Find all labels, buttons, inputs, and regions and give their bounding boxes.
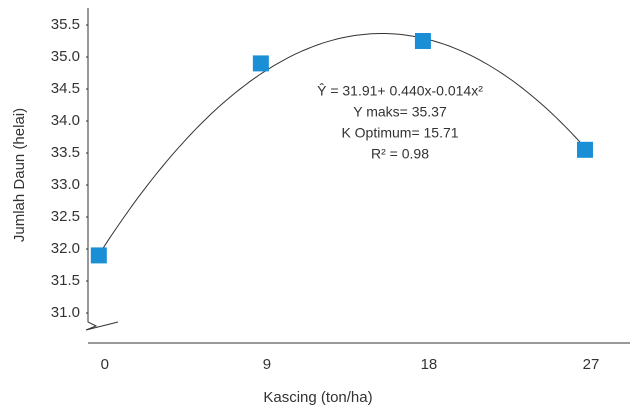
y-tick-label: 34.0 [51,112,80,129]
annotation: K Optimum= 15.71 [341,125,458,141]
x-axis-title: Kascing (ton/ha) [263,389,372,406]
y-axis-title: Jumlah Daun (helai) [11,108,28,242]
trend-curve [98,33,586,256]
y-tick-label: 32.0 [51,240,80,257]
y-tick-label: 32.5 [51,208,80,225]
y-tick-label: 33.0 [51,176,80,193]
point [90,247,107,264]
x-tick-label: 9 [263,356,271,373]
y-tick-label: 31.0 [51,304,80,321]
annotation: R² = 0.98 [371,146,429,162]
y-tick-label: 31.5 [51,272,80,289]
y-tick-label: 35.0 [51,48,80,65]
x-tick-label: 0 [101,356,109,373]
point [252,55,269,72]
axis-break [85,318,119,331]
annotation: Ŷ = 31.91+ 0.440x-0.014x² [317,83,483,99]
y-tick-label: 33.5 [51,144,80,161]
point [414,33,431,49]
y-tick-label: 34.5 [51,80,80,97]
x-tick-label: 18 [421,356,438,373]
point [576,141,593,158]
y-tick-label: 35.5 [51,16,80,33]
x-tick-label: 27 [583,356,600,373]
annotation: Y maks= 35.37 [353,104,447,120]
